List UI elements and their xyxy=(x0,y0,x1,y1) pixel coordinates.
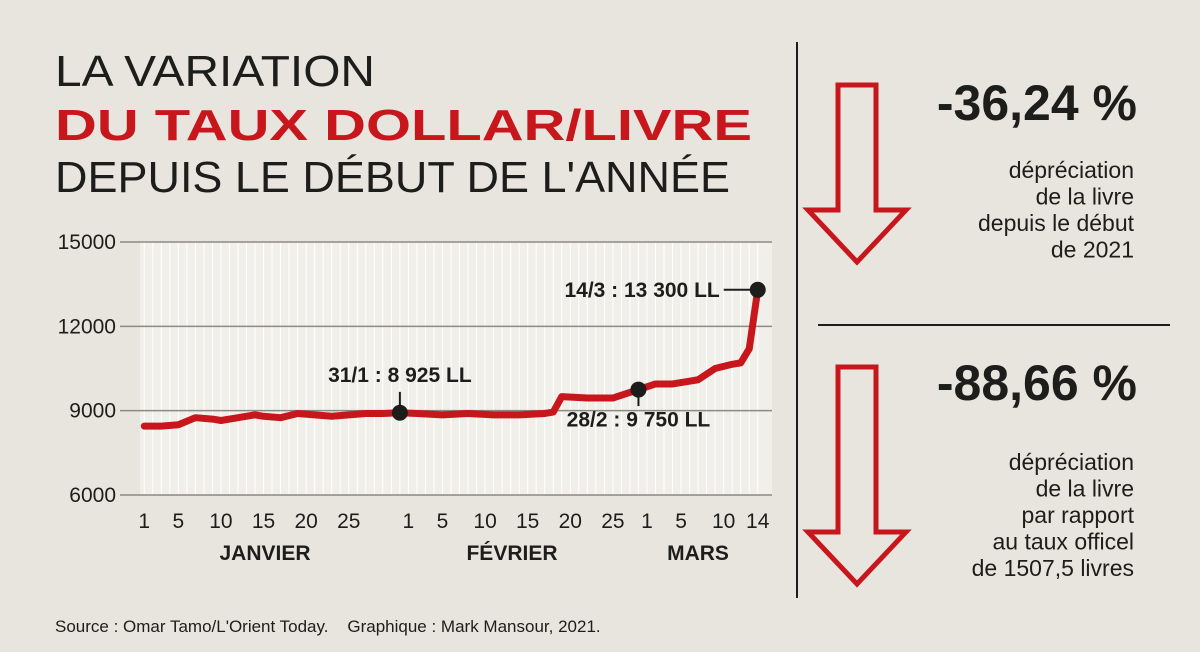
title-line: DU TAUX DOLLAR/LIVRE xyxy=(55,101,752,150)
stat-description: dépréciation xyxy=(1009,449,1134,475)
y-tick-label: 15000 xyxy=(58,231,116,254)
x-tick-label: 25 xyxy=(337,510,360,533)
marker xyxy=(391,404,408,421)
title-line: DEPUIS LE DÉBUT DE L'ANNÉE xyxy=(55,153,730,202)
marker xyxy=(749,281,766,298)
down-arrow xyxy=(802,82,912,266)
annotation: 28/2 : 9 750 LL xyxy=(567,409,711,432)
title-line: LA VARIATION xyxy=(55,47,375,96)
y-tick-label: 6000 xyxy=(69,484,116,507)
x-tick-label: 15 xyxy=(252,510,275,533)
stat-description: de 2021 xyxy=(1051,237,1134,263)
x-tick-label: 15 xyxy=(516,510,539,533)
stat-value: -88,66 % xyxy=(937,355,1137,411)
x-tick-label: 10 xyxy=(473,510,496,533)
data-line xyxy=(140,286,762,430)
stat-description: par rapport xyxy=(1021,502,1134,528)
stat-description: dépréciation xyxy=(1009,157,1134,183)
x-tick-label: 5 xyxy=(675,510,687,533)
stat-description: depuis le début xyxy=(978,210,1135,236)
month-label: MARS xyxy=(667,542,729,565)
stat-description: au taux officel xyxy=(992,529,1134,555)
plot-background xyxy=(140,242,772,495)
x-tick-label: 1 xyxy=(403,510,415,533)
marker xyxy=(630,381,647,398)
stat-description: de la livre xyxy=(1036,184,1134,210)
x-tick-label: 5 xyxy=(172,510,184,533)
x-tick-label: 25 xyxy=(601,510,624,533)
month-label: JANVIER xyxy=(219,542,310,565)
y-tick-label: 12000 xyxy=(58,315,116,338)
stat-value: -36,24 % xyxy=(937,75,1137,131)
x-tick-label: 20 xyxy=(559,510,582,533)
y-tick-label: 9000 xyxy=(69,400,116,423)
x-tick-label: 1 xyxy=(641,510,653,533)
x-tick-label: 5 xyxy=(437,510,449,533)
stat-description: de la livre xyxy=(1036,476,1134,502)
source: Source : Omar Tamo/L'Orient Today. Graph… xyxy=(55,617,601,636)
x-tick-label: 10 xyxy=(712,510,735,533)
x-tick-label: 14 xyxy=(746,510,770,533)
x-tick-label: 1 xyxy=(138,510,150,533)
annotation: 31/1 : 8 925 LL xyxy=(328,364,472,387)
x-tick-label: 10 xyxy=(209,510,232,533)
stat-description: de 1507,5 livres xyxy=(972,555,1134,581)
annotation: 14/3 : 13 300 LL xyxy=(564,279,719,302)
x-tick-label: 20 xyxy=(294,510,317,533)
down-arrow xyxy=(802,364,912,588)
month-label: FÉVRIER xyxy=(466,542,557,565)
